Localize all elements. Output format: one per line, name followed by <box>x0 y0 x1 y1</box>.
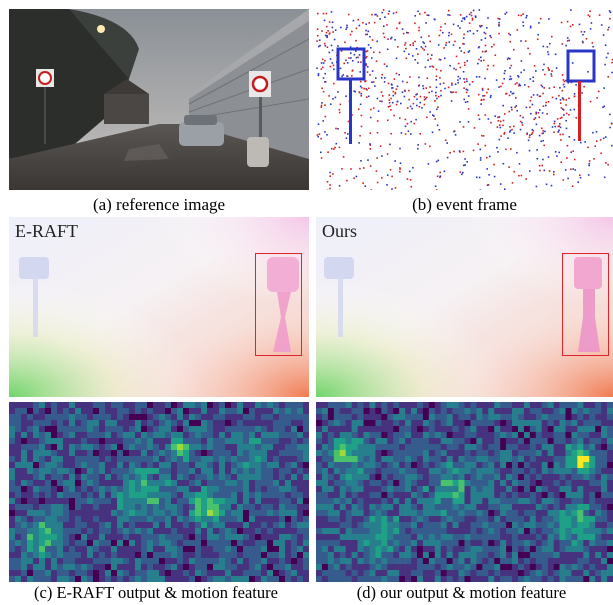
our-motion-feature <box>316 402 613 582</box>
caption-b: (b) event frame <box>412 195 517 214</box>
caption-a: (a) reference image <box>92 195 226 214</box>
e-raft-flow-panel: E-RAFT <box>9 217 309 397</box>
caption-d: (d) our output & motion feature <box>356 583 567 602</box>
caption-c: (c) E-RAFT output & motion feature <box>34 583 278 602</box>
reference-image <box>9 9 309 190</box>
highlight-box <box>562 253 609 356</box>
e-raft-label: E-RAFT <box>15 221 78 241</box>
highlight-box <box>255 253 302 356</box>
event-frame <box>316 9 613 190</box>
ours-label: Ours <box>322 221 357 241</box>
e-raft-motion-feature <box>9 402 309 582</box>
ours-flow-panel: Ours <box>316 217 613 397</box>
